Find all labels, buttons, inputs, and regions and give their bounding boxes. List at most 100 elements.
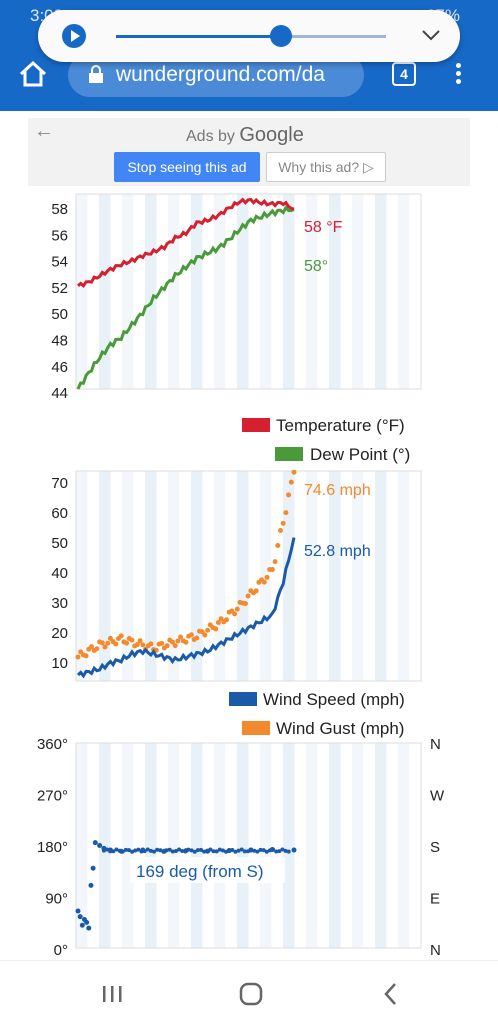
wind-gust-current-label: 74.6 mph <box>304 482 371 499</box>
url-text: wunderground.com/da <box>116 63 325 86</box>
home-icon[interactable] <box>18 60 48 88</box>
wind-gust-point <box>172 643 178 649</box>
wind-y-ticks: 70 60 50 40 30 20 10 <box>51 475 68 672</box>
wind-gust-point <box>75 654 81 660</box>
y-tick-label: N <box>430 736 441 753</box>
chart-band <box>352 194 364 389</box>
y-tick-label: 54 <box>51 254 68 271</box>
wind-gust-point <box>275 543 281 549</box>
wind-direction-point <box>199 847 204 852</box>
wind-direction-point <box>180 849 185 854</box>
wind-gust-point <box>188 632 194 638</box>
wind-direction-point <box>192 849 197 854</box>
wind-direction-point <box>114 847 119 852</box>
chart-band <box>329 471 341 681</box>
chart-band <box>306 194 318 389</box>
wind-gust-point <box>140 642 146 648</box>
chart-band <box>329 743 341 948</box>
wind-direction-point <box>84 919 90 925</box>
chart-band <box>214 194 226 389</box>
wind-direction-point <box>245 849 250 854</box>
wind-direction-point <box>227 847 232 852</box>
media-player[interactable] <box>38 10 460 62</box>
wind-gust-point <box>234 606 240 612</box>
wind-direction-point <box>164 848 169 853</box>
media-seek-bar[interactable] <box>116 35 386 38</box>
y-tick-label: E <box>430 891 440 908</box>
wind-gust-point <box>280 520 286 526</box>
tab-switcher-button[interactable]: 4 <box>392 62 416 86</box>
why-this-ad-button[interactable]: Why this ad? ▷ <box>266 152 386 182</box>
more-menu-icon[interactable] <box>450 60 466 88</box>
chart-band <box>145 471 157 681</box>
home-button-icon[interactable] <box>238 981 264 1007</box>
back-arrow-icon[interactable]: ← <box>34 120 54 142</box>
wind-gust-point <box>213 626 219 632</box>
wind-direction-point <box>111 849 116 854</box>
chart-band <box>306 471 318 681</box>
wind-gust-point <box>118 633 124 639</box>
wind-direction-point <box>208 847 213 852</box>
ads-by-google: Ads by Google <box>186 124 304 147</box>
wind-direction-point <box>158 848 163 853</box>
legend-wind-gust: Wind Gust (mph) <box>276 719 404 738</box>
media-seek-knob[interactable] <box>269 25 292 47</box>
chart-band <box>214 471 226 681</box>
wind-direction-point <box>161 849 166 854</box>
wind-gust-point <box>129 637 135 643</box>
play-icon[interactable] <box>62 24 86 48</box>
wind-direction-point <box>79 922 85 928</box>
chevron-down-icon[interactable] <box>420 24 442 46</box>
wind-direction-point <box>86 925 92 931</box>
android-nav-bar <box>0 960 498 1024</box>
wind-gust-point <box>283 510 289 516</box>
y-tick-label: 0° <box>54 942 68 959</box>
temperature-chart-frame <box>75 193 422 390</box>
chart-band <box>352 743 364 948</box>
wind-direction-point <box>97 843 103 848</box>
chart-band <box>168 471 180 681</box>
temperature-y-ticks: 58 56 54 52 50 48 46 44 <box>51 201 68 402</box>
y-tick-label: 50 <box>51 535 68 552</box>
wind-gust-point <box>215 619 221 625</box>
wind-direction-point <box>108 849 113 854</box>
wind-gust-point <box>264 574 270 580</box>
temperature-chart: 58 56 54 52 50 48 46 44 58 °F 58° Temperature (… <box>51 193 422 464</box>
wind-speed-current-label: 52.8 mph <box>304 543 371 560</box>
chart-band <box>375 743 387 948</box>
chart-band <box>191 194 203 389</box>
wind-chart-frame <box>75 470 422 682</box>
chart-band <box>398 194 410 389</box>
legend-wind-speed: Wind Speed (mph) <box>263 690 405 709</box>
y-tick-label: 70 <box>51 475 68 492</box>
wind-gust-point <box>134 642 140 648</box>
chart-band <box>306 743 318 948</box>
wind-gust-point <box>159 640 165 646</box>
wind-gust-point <box>170 639 175 645</box>
chart-band <box>237 194 249 389</box>
google-brand: Google <box>239 124 304 146</box>
chart-band <box>398 471 410 681</box>
y-tick-label: 50 <box>51 306 68 323</box>
wind-gust-point <box>83 653 89 659</box>
temperature-current-label: 58 °F <box>304 219 343 236</box>
wind-direction-point <box>123 847 128 852</box>
wind-direction-point <box>77 914 83 920</box>
stop-seeing-ad-button[interactable]: Stop seeing this ad <box>114 152 260 182</box>
media-progress-fill <box>116 35 281 38</box>
y-tick-label: 58 <box>51 201 68 218</box>
wind-direction-point <box>75 908 81 914</box>
wind-direction-point <box>142 849 147 854</box>
chart-band <box>168 743 180 948</box>
chart-band <box>283 194 295 389</box>
wind-gust-point <box>164 643 170 649</box>
chart-band <box>122 194 134 389</box>
y-tick-label: 270° <box>37 788 68 805</box>
wind-gust-point <box>253 588 259 594</box>
chart-band <box>260 194 272 389</box>
wind-gust-point <box>99 640 105 646</box>
wind-direction-point <box>90 865 96 871</box>
back-button-icon[interactable] <box>378 981 404 1007</box>
wind-gust-point <box>102 644 108 650</box>
recent-apps-icon[interactable] <box>100 981 126 1007</box>
